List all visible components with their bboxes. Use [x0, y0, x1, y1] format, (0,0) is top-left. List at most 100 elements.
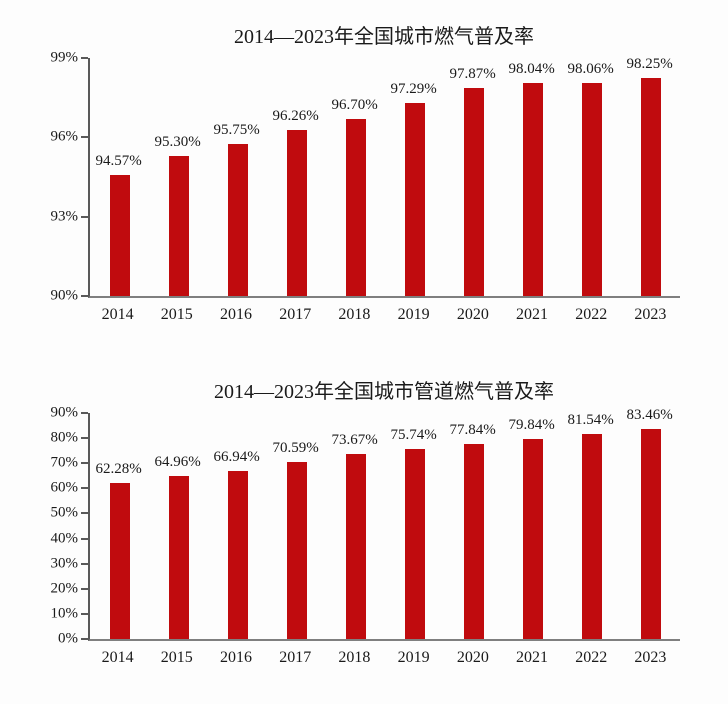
bar [522, 83, 543, 296]
bar [404, 103, 425, 296]
bar-value-label: 62.28% [95, 460, 142, 477]
bar [168, 155, 189, 296]
y-axis-tick [81, 295, 88, 297]
x-axis-tick-label: 2017 [279, 649, 312, 666]
x-axis-tick-label: 2019 [397, 649, 430, 666]
bar-slot: 95.30% [149, 58, 208, 296]
bar-value-label: 95.75% [213, 121, 260, 138]
bar-slot: 70.59% [267, 413, 326, 639]
bar-value-label: 96.70% [331, 96, 378, 113]
bar-slot: 62.28% [90, 413, 149, 639]
x-axis-tick-label: 2020 [456, 649, 489, 666]
x-axis-tick-label: 2018 [338, 306, 371, 323]
bars-container: 62.28% 64.96% 66.94% 70.59% 73.67% 75.74% 77.8… [90, 407, 680, 639]
y-axis-tick [81, 215, 88, 218]
bar-slot: 75.74% [385, 413, 444, 639]
x-axis-tick-label: 2021 [516, 306, 549, 323]
y-axis-tick [81, 537, 88, 540]
bar-value-label: 73.67% [331, 432, 378, 449]
y-axis-tick-label: 10% [50, 605, 79, 622]
y-axis-tick-label: 80% [50, 429, 79, 446]
y-axis-tick [81, 487, 88, 490]
y-axis-tick-label: 90% [50, 287, 79, 304]
bar-value-label: 70.59% [272, 439, 319, 456]
bar [581, 82, 602, 296]
bar-slot: 96.70% [326, 58, 385, 296]
y-axis-tick [81, 462, 88, 465]
x-axis-tick-label: 2015 [160, 649, 193, 666]
x-axis-tick-label: 2014 [101, 649, 134, 666]
x-axis-tick-label: 2015 [160, 306, 193, 323]
bar [109, 482, 130, 639]
x-axis-tick-label: 2019 [397, 306, 430, 323]
bar-slot: 98.06% [562, 58, 621, 296]
bar-slot: 96.26% [267, 58, 326, 296]
y-axis-tick [81, 412, 88, 414]
bar-slot: 98.25% [621, 55, 680, 296]
bar-value-label: 83.46% [626, 407, 673, 424]
chart-urban-gas-penetration: 2014—2023年全国城市燃气普及率 90% 93% 96% 99% 94.57% 9… [0, 0, 728, 325]
x-axis: 2014 2015 2016 2017 2018 2019 2020 2021 2022 2023 [88, 305, 680, 325]
bar-slot: 97.29% [385, 58, 444, 296]
chart-urban-piped-gas-penetration: 2014—2023年全国城市管道燃气普及率 0% 10% 20% 30% 40% 50% 6… [0, 377, 728, 668]
y-axis-tick [81, 512, 88, 515]
bar-slot: 64.96% [149, 413, 208, 639]
bar-value-label: 66.94% [213, 448, 260, 465]
bar-value-label: 64.96% [154, 453, 201, 470]
y-axis-tick [81, 437, 88, 440]
bars-container: 94.57% 95.30% 95.75% 96.26% 96.70% 97.29% 97.8… [90, 55, 680, 296]
bar-slot: 79.84% [503, 413, 562, 639]
x-axis-tick-label: 2022 [575, 649, 608, 666]
bar-slot: 81.54% [562, 412, 621, 639]
x-axis-tick-label: 2022 [575, 306, 608, 323]
chart-title: 2014—2023年全国城市管道燃气普及率 [214, 381, 554, 403]
y-axis-tick [81, 136, 88, 139]
bar-value-label: 96.26% [272, 108, 319, 125]
bar-value-label: 98.06% [567, 60, 614, 77]
y-axis-tick [81, 57, 88, 59]
bar [640, 77, 661, 296]
plot-area: 90% 93% 96% 99% 94.57% 95.30% 95.75% 96.26% 96.… [51, 50, 680, 304]
bar [404, 448, 425, 639]
bar [168, 475, 189, 639]
bar [581, 434, 602, 639]
bar-value-label: 98.25% [626, 55, 673, 72]
y-axis-tick-label: 70% [50, 454, 79, 471]
y-axis-tick [81, 612, 88, 615]
y-axis-tick-label: 0% [58, 630, 78, 647]
bar-value-label: 81.54% [567, 412, 614, 429]
bar [640, 429, 661, 639]
bar [522, 438, 543, 639]
bar-slot: 97.87% [444, 58, 503, 296]
x-axis-tick-label: 2020 [456, 306, 489, 323]
bar-slot: 98.04% [503, 58, 562, 296]
plot-area: 0% 10% 20% 30% 40% 50% 60% 70% 80% 90% 62.28% 64.9… [51, 405, 680, 647]
bar-slot: 83.46% [621, 407, 680, 639]
bar [345, 454, 366, 639]
chart-title: 2014—2023年全国城市燃气普及率 [234, 26, 534, 48]
x-axis-tick-label: 2023 [634, 306, 667, 323]
x-axis: 2014 2015 2016 2017 2018 2019 2020 2021 2022 2023 [88, 648, 680, 668]
bar-value-label: 94.57% [95, 153, 142, 170]
x-axis-tick-label: 2023 [634, 649, 667, 666]
bar-slot: 94.57% [90, 58, 149, 296]
y-axis-tick-label: 40% [50, 530, 79, 547]
y-axis-tick-label: 93% [50, 208, 79, 225]
bar-value-label: 98.04% [508, 61, 555, 78]
y-axis-tick [81, 587, 88, 590]
bar [109, 175, 130, 296]
bar-value-label: 97.29% [390, 81, 437, 98]
bar-value-label: 79.84% [508, 416, 555, 433]
x-axis-tick-label: 2018 [338, 649, 371, 666]
x-axis-tick-label: 2016 [220, 306, 252, 323]
x-axis-tick-label: 2021 [516, 649, 549, 666]
bar-value-label: 97.87% [449, 65, 496, 82]
y-axis-tick-label: 50% [50, 504, 79, 521]
bar [286, 130, 307, 296]
bar-slot: 66.94% [208, 413, 267, 639]
bar [345, 118, 366, 296]
bar-value-label: 75.74% [390, 426, 437, 443]
y-axis-tick [81, 638, 88, 640]
x-axis-tick-label: 2016 [220, 649, 252, 666]
